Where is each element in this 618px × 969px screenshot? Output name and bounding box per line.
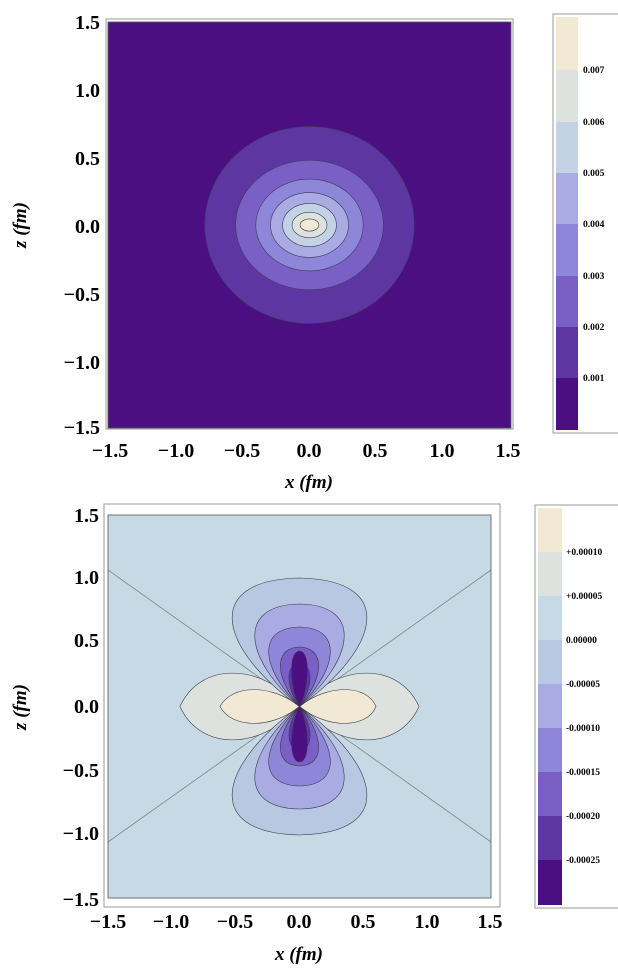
x-tick-label: 1.0 xyxy=(415,911,440,933)
colorbar-swatch xyxy=(556,70,578,122)
colorbar-swatch xyxy=(538,860,562,905)
colorbar-label: 0.003 xyxy=(583,272,605,282)
plot-border-top xyxy=(107,21,512,429)
x-axis-label: x (fm) xyxy=(284,472,333,493)
x-tick-label: −0.5 xyxy=(224,440,260,462)
y-tick-label: −0.5 xyxy=(64,284,100,306)
x-ticks-bottom: −1.5 −1.0 −0.5 0.0 0.5 1.0 1.5 xyxy=(90,911,503,933)
contour-band-level-7 xyxy=(299,218,320,232)
colorbar-swatch xyxy=(538,596,562,640)
colorbar-label: -0.00020 xyxy=(566,812,600,822)
y-tick-label: −1.5 xyxy=(64,417,100,439)
y-tick-label: −0.5 xyxy=(63,760,99,782)
colorbar-swatch xyxy=(538,728,562,772)
y-tick-label: −1.0 xyxy=(63,823,99,845)
colorbar-swatch xyxy=(538,684,562,728)
colorbar-swatch xyxy=(538,772,562,816)
colorbar-label: 0.001 xyxy=(583,374,605,384)
x-tick-label: −0.5 xyxy=(217,911,253,933)
colorbar-label: 0.002 xyxy=(583,323,605,333)
colorbar-label: 0.004 xyxy=(583,220,605,230)
colorbar-label: 0.005 xyxy=(583,169,605,179)
contour-bands-top xyxy=(204,126,415,324)
x-ticks-top: −1.5 −1.0 −0.5 0.0 0.5 1.0 1.5 xyxy=(92,440,521,462)
colorbar-label: 0.00000 xyxy=(566,636,597,646)
y-tick-label: 0.5 xyxy=(75,148,100,170)
x-tick-label: 1.5 xyxy=(478,911,503,933)
colorbar-swatch xyxy=(556,173,578,224)
x-tick-label: 1.0 xyxy=(430,440,455,462)
colorbar-top: 0.007 0.006 0.005 0.004 0.003 0.002 0.00… xyxy=(552,13,618,434)
y-ticks-top: 1.5 1.0 0.5 0.0 −0.5 −1.0 −1.5 xyxy=(64,12,100,439)
negative-lobe-core xyxy=(291,650,308,708)
colorbar-label: 0.006 xyxy=(583,118,605,128)
y-tick-label: 0.0 xyxy=(75,216,100,238)
colorbar-label: -0.00005 xyxy=(566,680,600,690)
colorbar-swatch xyxy=(538,552,562,596)
y-tick-label: −1.0 xyxy=(64,352,100,374)
y-axis-label: z (fm) xyxy=(10,684,31,731)
colorbar-swatch xyxy=(538,640,562,684)
y-tick-label: 1.0 xyxy=(74,567,99,589)
x-tick-label: −1.0 xyxy=(158,440,194,462)
negative-lobe-core xyxy=(291,705,308,763)
colorbar-label: -0.00025 xyxy=(566,856,600,866)
contour-plot-bottom: 1.5 1.0 0.5 0.0 −0.5 −1.0 −1.5 −1.5 −1.0… xyxy=(10,503,503,965)
colorbar-label: +0.00005 xyxy=(566,592,603,602)
x-tick-label: −1.0 xyxy=(153,911,189,933)
x-axis-label: x (fm) xyxy=(274,944,323,965)
colorbar-swatch xyxy=(556,17,578,70)
colorbar-bottom: +0.00010 +0.00005 0.00000 -0.00005 -0.00… xyxy=(534,504,618,909)
colorbar-swatch xyxy=(556,122,578,173)
colorbar-swatch xyxy=(556,276,578,327)
x-tick-label: 1.5 xyxy=(496,440,521,462)
colorbar-label: 0.007 xyxy=(583,66,605,76)
y-tick-label: 0.0 xyxy=(74,696,99,718)
colorbar-label: -0.00010 xyxy=(566,724,600,734)
plot-border-bottom xyxy=(107,514,492,899)
y-tick-label: 1.0 xyxy=(75,80,100,102)
colorbar-swatch xyxy=(556,378,578,430)
colorbar-swatch xyxy=(538,508,562,552)
y-tick-label: −1.5 xyxy=(63,889,99,911)
y-tick-label: 0.5 xyxy=(74,630,99,652)
x-tick-label: 0.5 xyxy=(351,911,376,933)
x-tick-label: 0.0 xyxy=(297,440,322,462)
colorbar-label: -0.00015 xyxy=(566,768,600,778)
colorbar-swatch xyxy=(556,327,578,378)
x-tick-label: 0.0 xyxy=(287,911,312,933)
contour-plot-top: 1.5 1.0 0.5 0.0 −0.5 −1.0 −1.5 −1.5 −1.0… xyxy=(10,12,521,493)
y-axis-label: z (fm) xyxy=(10,202,31,249)
x-tick-label: 0.5 xyxy=(363,440,388,462)
x-tick-label: −1.5 xyxy=(90,911,126,933)
colorbar-swatch xyxy=(538,816,562,860)
x-tick-label: −1.5 xyxy=(92,440,128,462)
positive-lobe-inner xyxy=(219,689,300,724)
y-ticks-bottom: 1.5 1.0 0.5 0.0 −0.5 −1.0 −1.5 xyxy=(63,505,99,911)
y-tick-label: 1.5 xyxy=(74,505,99,527)
colorbar-swatch xyxy=(556,224,578,276)
y-tick-label: 1.5 xyxy=(75,12,100,34)
positive-lobe-inner xyxy=(299,689,377,724)
colorbar-label: +0.00010 xyxy=(566,548,603,558)
